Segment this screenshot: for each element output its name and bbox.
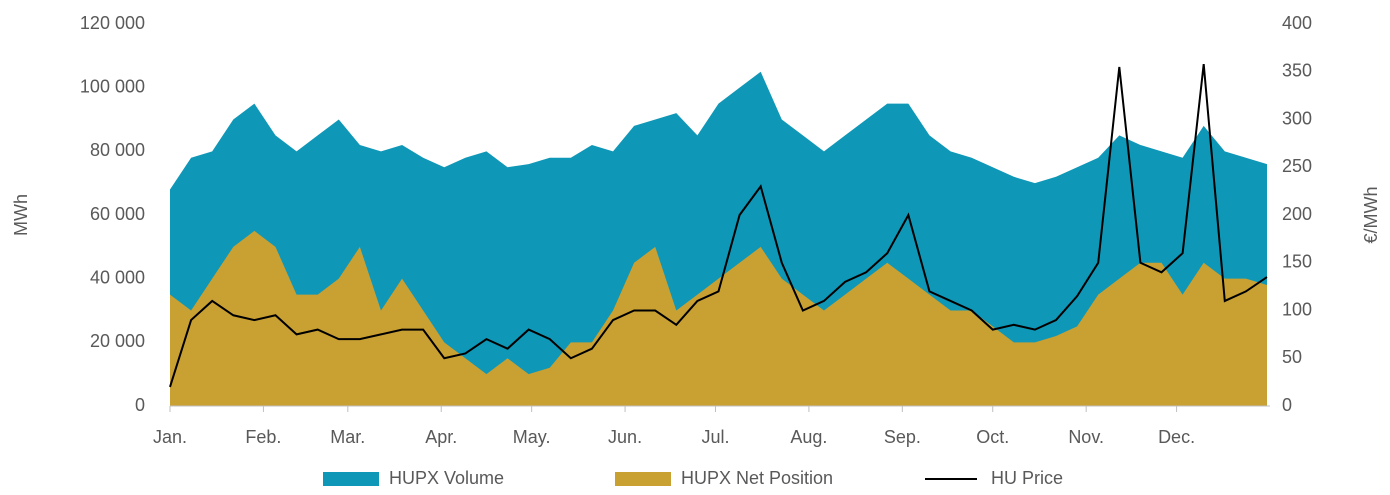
y2-axis-title: €/MWh: [1361, 186, 1381, 243]
x-tick-label: Nov.: [1068, 427, 1104, 447]
x-tick-label: Sep.: [884, 427, 921, 447]
x-tick-label: Aug.: [790, 427, 827, 447]
y2-tick-label: 100: [1282, 299, 1312, 319]
legend-swatch: [615, 472, 671, 486]
line: [169, 63, 1268, 388]
legend-label: HU Price: [991, 468, 1063, 488]
legend-label: HUPX Volume: [389, 468, 504, 488]
legend-label: HUPX Net Position: [681, 468, 833, 488]
y2-tick-label: 300: [1282, 108, 1312, 128]
y-tick-label: 60 000: [90, 204, 145, 224]
y-tick-label: 40 000: [90, 267, 145, 287]
y2-tick-label: 250: [1282, 156, 1312, 176]
x-tick-label: Mar.: [330, 427, 365, 447]
y2-tick-label: 50: [1282, 347, 1302, 367]
y2-tick-label: 150: [1282, 252, 1312, 272]
x-tick-label: Oct.: [976, 427, 1009, 447]
y2-tick-label: 400: [1282, 13, 1312, 33]
x-tick-label: Jul.: [701, 427, 729, 447]
x-tick-label: Dec.: [1158, 427, 1195, 447]
y2-tick-label: 350: [1282, 61, 1312, 81]
x-tick-label: May.: [513, 427, 551, 447]
y-tick-label: 100 000: [80, 76, 145, 96]
y-axis-title: MWh: [11, 194, 31, 236]
legend-swatch: [323, 472, 379, 486]
area: [170, 230, 1267, 406]
y-tick-label: 80 000: [90, 140, 145, 160]
x-tick-label: Jun.: [608, 427, 642, 447]
y-tick-label: 120 000: [80, 13, 145, 33]
y2-tick-label: 0: [1282, 395, 1292, 415]
x-tick-label: Feb.: [245, 427, 281, 447]
y2-tick-label: 200: [1282, 204, 1312, 224]
x-tick-label: Apr.: [425, 427, 457, 447]
area: [170, 71, 1267, 406]
x-tick-label: Jan.: [153, 427, 187, 447]
y-tick-label: 20 000: [90, 331, 145, 351]
y-tick-label: 0: [135, 395, 145, 415]
